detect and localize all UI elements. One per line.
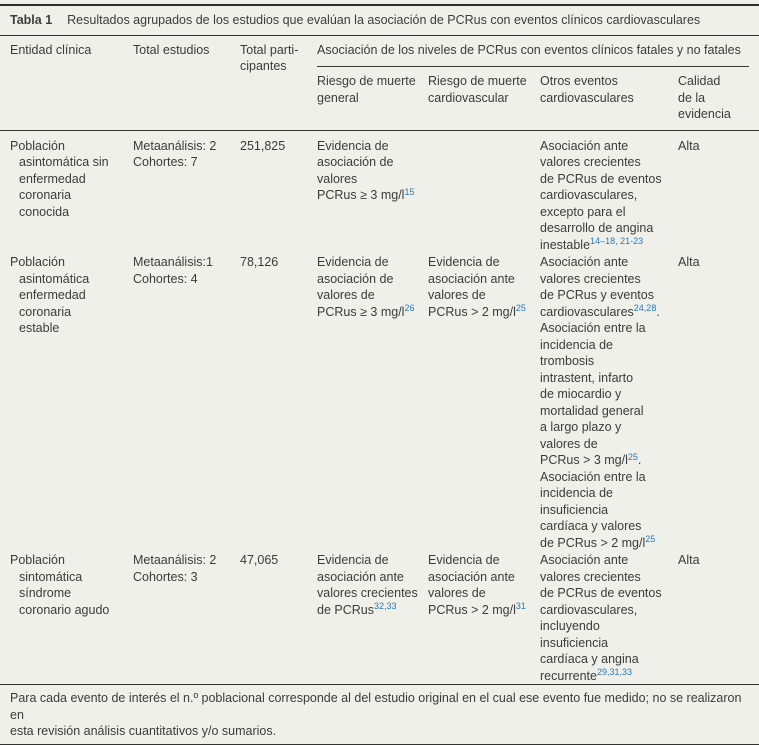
- cell-riesgo-muerte-general: Evidencia de asociación de valores de PC…: [317, 255, 415, 319]
- table-caption: Tabla 1 Resultados agrupados de los estud…: [0, 6, 759, 35]
- caption-divider: [0, 34, 759, 36]
- citation-ref[interactable]: 14–18, 21-23: [590, 236, 644, 246]
- cell-riesgo-muerte-cardiovascular: Evidencia de asociación ante valores de …: [428, 553, 526, 617]
- header-divider: [0, 129, 759, 131]
- citation-ref[interactable]: 29,31,33: [596, 667, 633, 677]
- citation-ref[interactable]: 25: [627, 451, 638, 462]
- table-header: Entidad clínica Total estudios Total par…: [0, 36, 759, 130]
- cell-total-participantes: 251,825: [240, 138, 286, 153]
- header-calidad-evidencia: Calidad de la evidencia: [678, 74, 731, 121]
- cell-entidad-clinica: Población asintomática enfermedad corona…: [10, 255, 90, 335]
- citation-ref[interactable]: 15: [404, 186, 415, 197]
- cell-entidad-clinica: Población asintomática sin enfermedad co…: [10, 138, 109, 219]
- table-caption-text: Resultados agrupados de los estudios que…: [67, 13, 701, 27]
- cell-calidad-evidencia: Alta: [678, 138, 700, 153]
- header-riesgo-muerte-general: Riesgo de muerte general: [317, 74, 416, 105]
- cell-otros-eventos: Asociación ante valores crecientes de PC…: [540, 255, 660, 550]
- table-caption-label: Tabla 1: [10, 13, 53, 27]
- header-riesgo-muerte-cardiovascular: Riesgo de muerte cardiovascular: [428, 74, 527, 105]
- cell-total-estudios: Metaanálisis:1 Cohortes: 4: [133, 255, 213, 286]
- table-footnote: Para cada evento de interés el n.º pobla…: [10, 691, 742, 738]
- citation-ref[interactable]: 32,33: [373, 601, 397, 611]
- cell-riesgo-muerte-general: Evidencia de asociación ante valores cre…: [317, 553, 418, 617]
- cell-total-participantes: 47,065: [240, 553, 279, 567]
- cell-riesgo-muerte-general: Evidencia de asociación de valores PCRus…: [317, 138, 415, 203]
- cell-calidad-evidencia: Alta: [678, 255, 700, 269]
- body-divider: [0, 684, 759, 685]
- header-total-estudios: Total estudios: [133, 42, 210, 57]
- table-row: Población asintomática enfermedad corona…: [0, 254, 759, 551]
- cell-otros-eventos: Asociación ante valores crecientes de PC…: [540, 138, 662, 252]
- cell-riesgo-muerte-cardiovascular: [428, 138, 540, 254]
- cell-total-participantes: 78,126: [240, 255, 279, 269]
- header-entidad-clinica: Entidad clínica: [10, 42, 92, 57]
- citation-ref[interactable]: 31: [515, 601, 526, 611]
- citation-ref[interactable]: 25: [645, 534, 656, 544]
- cell-calidad-evidencia: Alta: [678, 553, 700, 567]
- citation-ref[interactable]: 25: [515, 303, 526, 313]
- citation-ref[interactable]: 24,28: [633, 303, 657, 313]
- table-row: Población sintomática síndrome coronario…: [0, 552, 759, 684]
- header-group-asociacion: Asociación de los niveles de PCRus con e…: [317, 42, 749, 67]
- table-body: Población asintomática sin enfermedad co…: [0, 131, 759, 685]
- cell-total-estudios: Metaanálisis: 2 Cohortes: 3: [133, 553, 217, 584]
- cell-otros-eventos: Asociación ante valores crecientes de PC…: [540, 553, 662, 683]
- cell-entidad-clinica: Población sintomática síndrome coronario…: [10, 553, 110, 617]
- header-otros-eventos: Otros eventos cardiovasculares: [540, 74, 634, 105]
- bottom-border: [0, 743, 759, 745]
- citation-ref[interactable]: 26: [404, 303, 415, 313]
- cell-total-estudios: Metaanálisis: 2 Cohortes: 7: [133, 138, 217, 170]
- cell-riesgo-muerte-cardiovascular: Evidencia de asociación ante valores de …: [428, 255, 526, 319]
- header-total-participantes: Total parti- cipantes: [240, 42, 299, 74]
- table-row: Población asintomática sin enfermedad co…: [0, 131, 759, 254]
- top-border: [0, 4, 759, 6]
